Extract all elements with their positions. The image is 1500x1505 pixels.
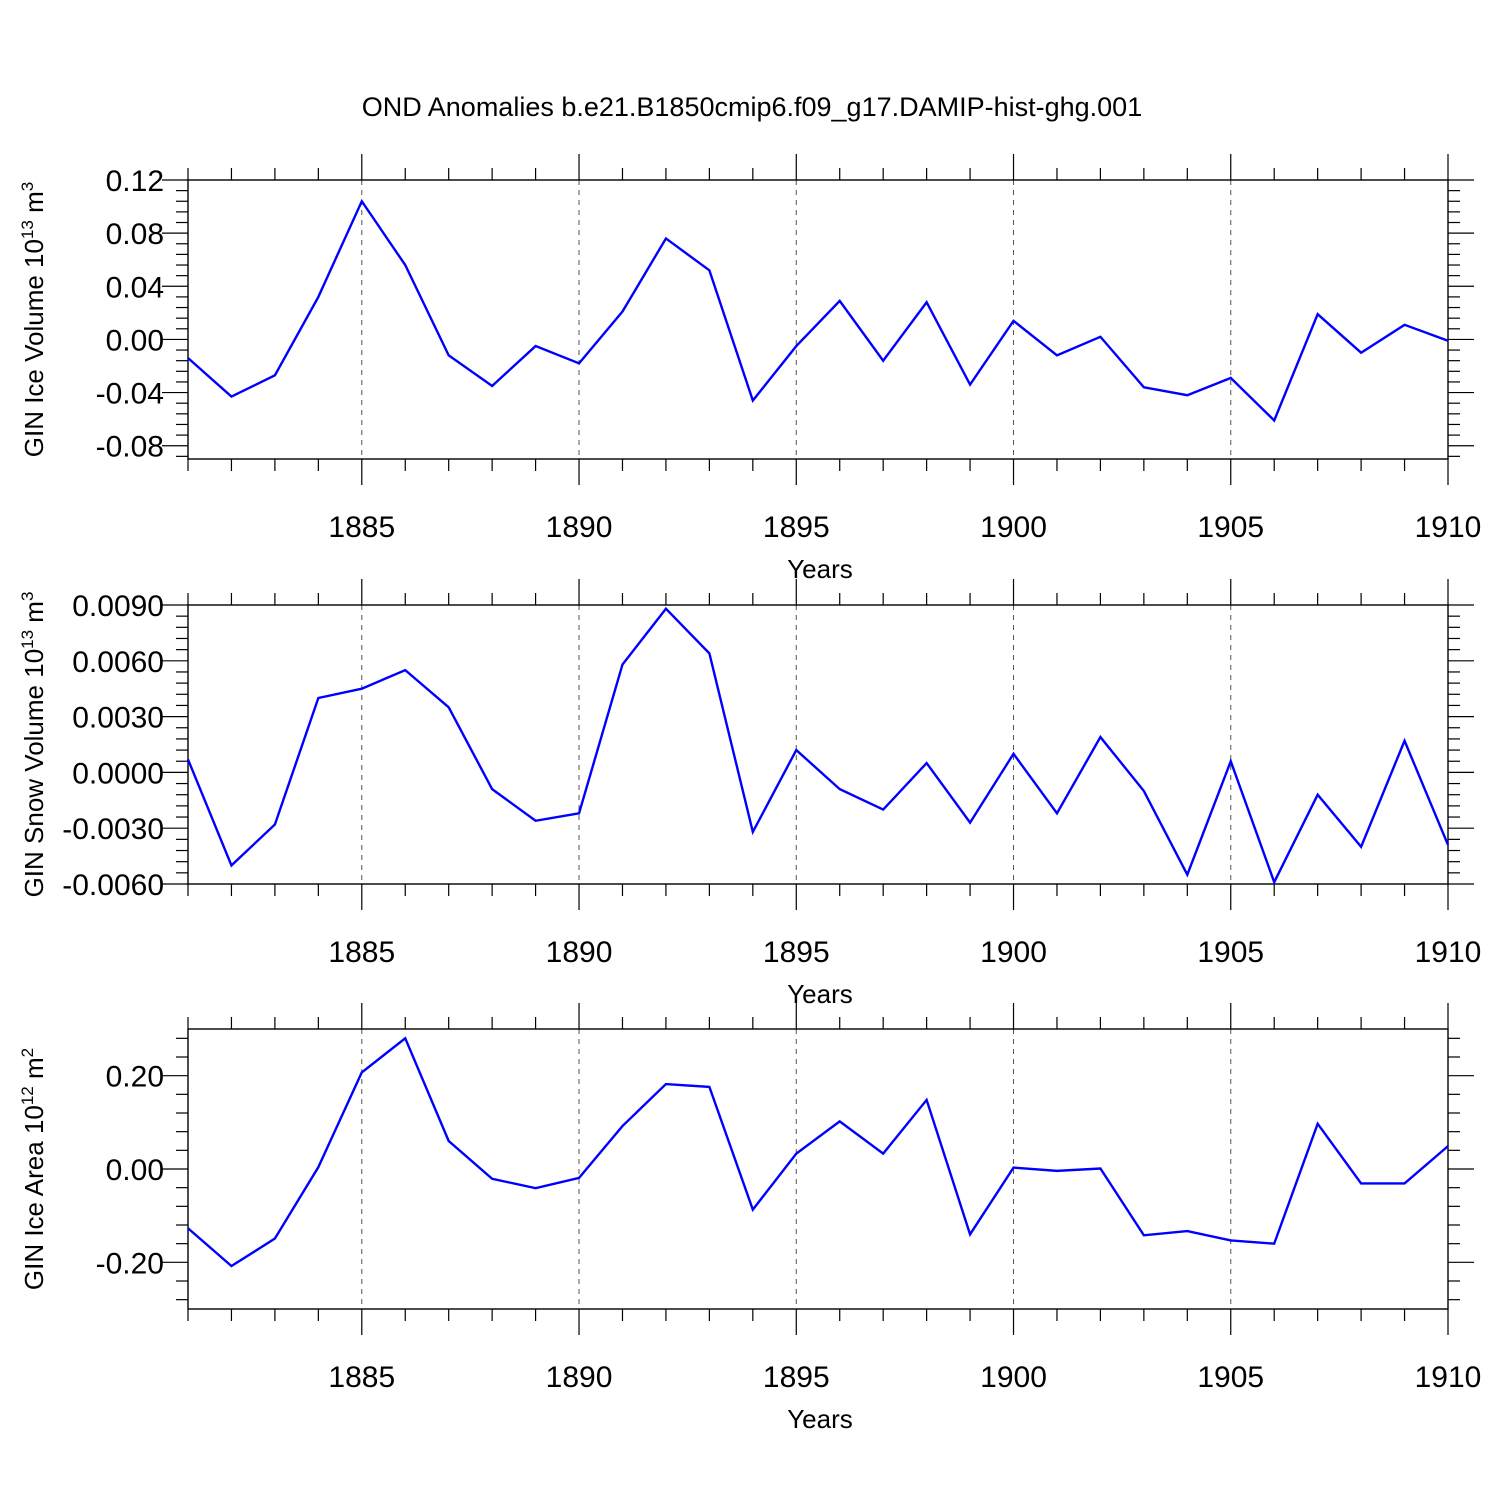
y-tick-label: -0.0030 bbox=[62, 813, 164, 846]
x-tick-label: 1905 bbox=[1197, 936, 1264, 969]
x-tick-label: 1910 bbox=[1415, 1361, 1482, 1394]
x-tick-label: 1895 bbox=[763, 511, 830, 544]
x-tick-label: 1890 bbox=[546, 1361, 613, 1394]
x-tick-label: 1900 bbox=[980, 511, 1047, 544]
y-tick-label: 0.00 bbox=[106, 1154, 164, 1187]
x-tick-label: 1890 bbox=[546, 936, 613, 969]
x-tick-label: 1910 bbox=[1415, 511, 1482, 544]
x-tick-label: 1885 bbox=[328, 511, 395, 544]
chart-title: OND Anomalies b.e21.B1850cmip6.f09_g17.D… bbox=[362, 92, 1142, 122]
y-tick-label: 0.04 bbox=[106, 271, 164, 304]
y-tick-label: 0.00 bbox=[106, 324, 164, 357]
x-tick-label: 1905 bbox=[1197, 511, 1264, 544]
x-tick-label: 1895 bbox=[763, 1361, 830, 1394]
y-tick-label: 0.0030 bbox=[72, 702, 164, 735]
x-tick-label: 1895 bbox=[763, 936, 830, 969]
y-tick-label: 0.0000 bbox=[72, 757, 164, 790]
x-axis-title: Years bbox=[787, 1404, 853, 1434]
y-tick-label: -0.04 bbox=[96, 378, 164, 411]
x-tick-label: 1885 bbox=[328, 1361, 395, 1394]
x-tick-label: 1900 bbox=[980, 936, 1047, 969]
x-tick-label: 1890 bbox=[546, 511, 613, 544]
x-axis-title: Years bbox=[787, 554, 853, 584]
y-tick-label: 0.12 bbox=[106, 165, 164, 198]
y-tick-label: -0.20 bbox=[96, 1247, 164, 1280]
y-tick-label: 0.0090 bbox=[72, 590, 164, 623]
y-axis-title: GIN Ice Area 1012 m2 bbox=[18, 1048, 49, 1290]
y-tick-label: -0.08 bbox=[96, 431, 164, 464]
y-tick-label: 0.0060 bbox=[72, 646, 164, 679]
x-tick-label: 1905 bbox=[1197, 1361, 1264, 1394]
x-tick-label: 1900 bbox=[980, 1361, 1047, 1394]
y-tick-label: -0.0060 bbox=[62, 869, 164, 902]
x-tick-label: 1885 bbox=[328, 936, 395, 969]
y-tick-label: 0.08 bbox=[106, 218, 164, 251]
x-tick-label: 1910 bbox=[1415, 936, 1482, 969]
y-tick-label: 0.20 bbox=[106, 1061, 164, 1094]
x-axis-title: Years bbox=[787, 979, 853, 1009]
